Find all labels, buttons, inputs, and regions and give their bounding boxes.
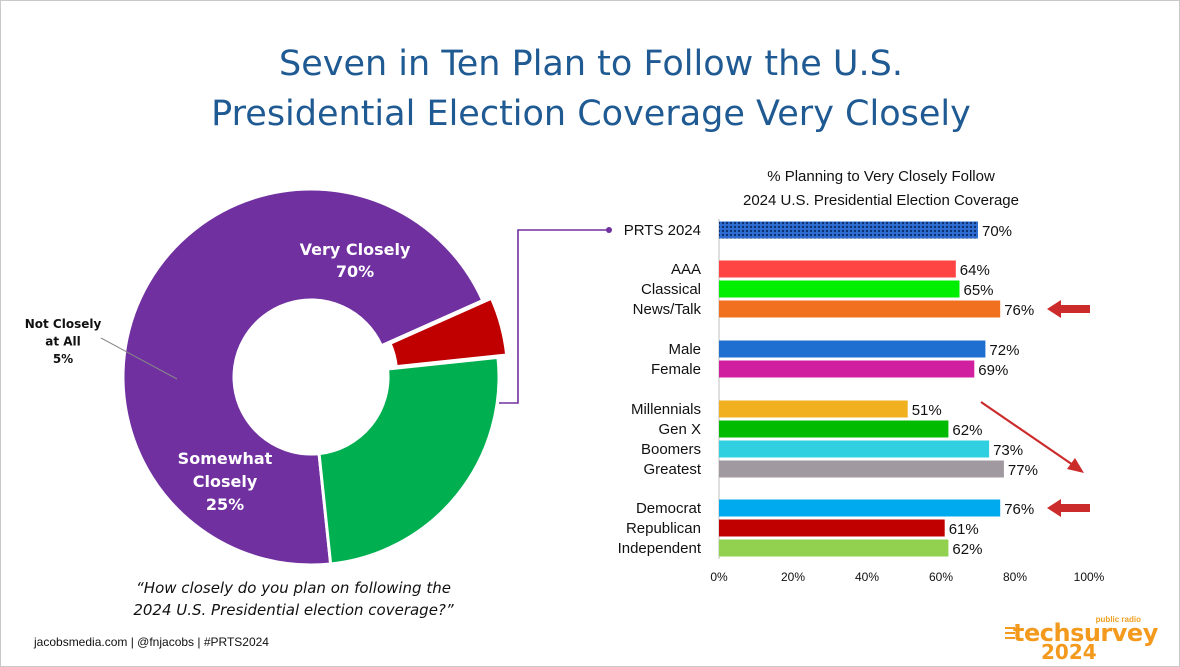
category-label: Gen X — [658, 421, 701, 438]
category-label: PRTS 2024 — [624, 222, 701, 239]
category-label: Classical — [641, 281, 701, 298]
value-label: 76% — [1004, 302, 1034, 319]
value-label: 61% — [949, 521, 979, 538]
value-label: 69% — [978, 362, 1008, 379]
category-label: News/Talk — [633, 301, 702, 318]
bar-classical — [719, 280, 960, 298]
donut-slice-somewhat-closely — [317, 355, 501, 566]
bar-prts-2024 — [719, 221, 978, 239]
highlight-arrow-icon — [1047, 300, 1090, 318]
connector-path — [499, 229, 608, 404]
donut-label-very-closely: Very Closely 70% — [300, 240, 411, 281]
category-label: AAA — [671, 261, 701, 278]
highlight-arrow-icon — [1047, 499, 1090, 517]
value-label: 51% — [912, 402, 942, 419]
title-line-1: Seven in Ten Plan to Follow the U.S. — [278, 44, 904, 84]
bar-democrat — [719, 499, 1001, 517]
logo-year: 2024 — [1041, 640, 1097, 664]
bar-greatest — [719, 460, 1004, 478]
techsurvey-logo: public radio techsurvey 2024 — [1005, 613, 1158, 664]
value-label: 72% — [989, 342, 1019, 359]
survey-question: “How closely do you plan on following th… — [61, 577, 526, 621]
x-tick-label: 40% — [855, 570, 879, 584]
footer-text: jacobsmedia.com | @fnjacobs | #PRTS2024 — [34, 635, 269, 649]
bar-millennials — [719, 400, 908, 418]
value-label: 64% — [960, 262, 990, 279]
category-label: Independent — [618, 540, 702, 557]
donut-slice-not-closely-at-all — [388, 296, 509, 369]
connector-line — [499, 227, 612, 404]
bar-male — [719, 340, 986, 358]
category-label: Greatest — [643, 461, 701, 478]
donut-slice-very-closely — [121, 187, 485, 567]
trend-arrow-icon — [980, 401, 1074, 466]
category-label: Male — [668, 341, 701, 358]
question-line-1: “How closely do you plan on following th… — [136, 579, 451, 597]
logo-lines-icon — [1005, 627, 1015, 642]
value-label: 76% — [1004, 501, 1034, 518]
category-label: Boomers — [641, 441, 701, 458]
trend-arrow-head-icon — [1067, 458, 1084, 473]
x-tick-label: 20% — [781, 570, 805, 584]
bar-gen-x — [719, 420, 949, 438]
leader-line — [100, 337, 178, 380]
x-tick-label: 60% — [929, 570, 953, 584]
bar-female — [719, 360, 975, 378]
bar-chart-title: % Planning to Very Closely Follow 2024 U.… — [743, 168, 1019, 209]
x-tick-label: 0% — [710, 570, 728, 584]
bar-chart: % Planning to Very Closely Follow 2024 U.… — [618, 168, 1105, 584]
page-title: Seven in Ten Plan to Follow the U.S. Pre… — [1, 39, 1179, 139]
bar-republican — [719, 519, 945, 537]
value-label: 70% — [982, 223, 1012, 240]
bar-news-talk — [719, 300, 1001, 318]
category-label: Millennials — [631, 401, 701, 418]
value-label: 62% — [952, 541, 982, 558]
bar-boomers — [719, 440, 990, 458]
bar-aaa — [719, 260, 956, 278]
logo-brand: techsurvey — [1013, 619, 1158, 647]
value-label: 77% — [1008, 462, 1038, 479]
question-line-2: 2024 U.S. Presidential election coverage… — [133, 601, 454, 619]
x-tick-label: 80% — [1003, 570, 1027, 584]
title-line-2: Presidential Election Coverage Very Clos… — [211, 94, 971, 134]
category-label: Democrat — [636, 500, 702, 517]
category-label: Republican — [626, 520, 701, 537]
donut-label-not-closely: Not Closely at All 5% — [25, 317, 102, 366]
value-label: 62% — [952, 422, 982, 439]
connector-dot-icon — [606, 227, 612, 233]
bar-independent — [719, 539, 949, 557]
donut-label-somewhat-closely: Somewhat Closely 25% — [178, 449, 273, 514]
value-label: 65% — [964, 282, 994, 299]
value-label: 73% — [993, 442, 1023, 459]
x-tick-label: 100% — [1074, 570, 1105, 584]
donut-chart: Very Closely 70% Somewhat Closely 25% Not Clo… — [25, 187, 509, 567]
category-label: Female — [651, 361, 701, 378]
logo-tagline: public radio — [1095, 615, 1141, 624]
